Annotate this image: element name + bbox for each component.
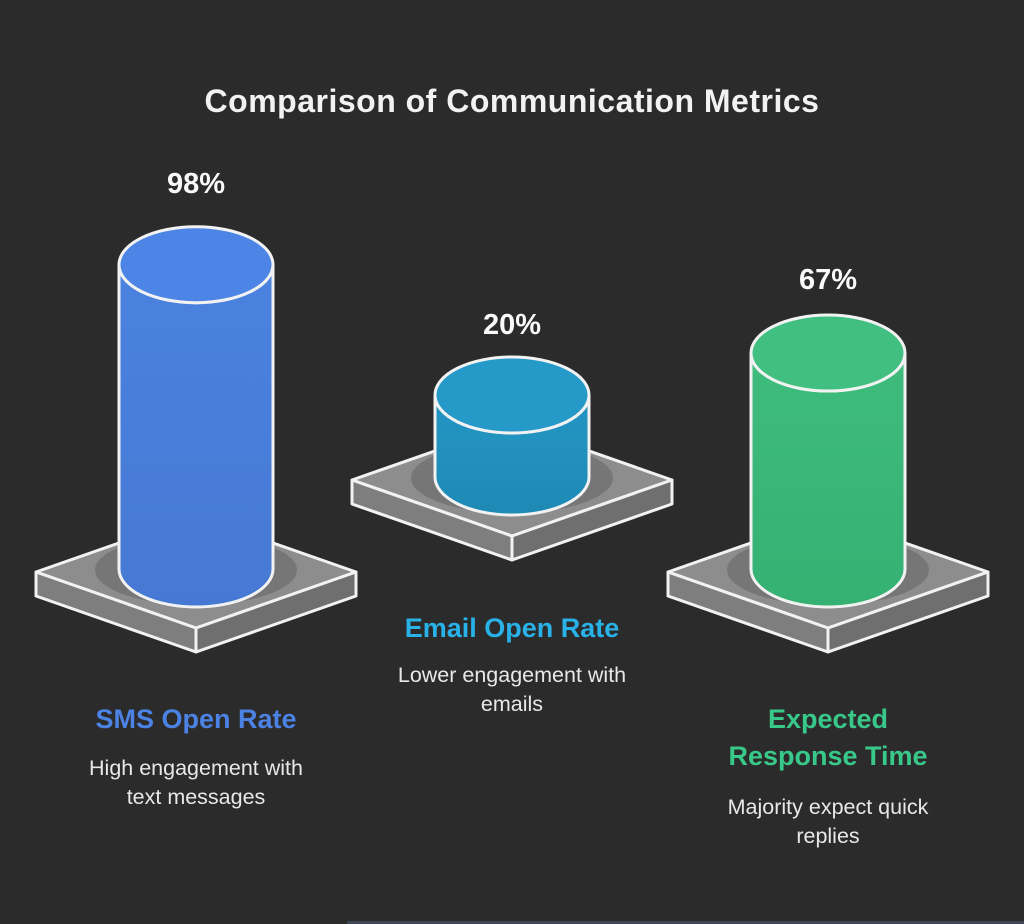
sms-open-rate-platform-right-face bbox=[194, 570, 358, 654]
value-label-sms-open-rate: 98% bbox=[166, 168, 226, 200]
sms-open-rate-cylinder-body bbox=[117, 263, 275, 609]
bottom-accent-line bbox=[347, 921, 1024, 924]
category-description-email-open-rate: Lower engagement with emails bbox=[397, 663, 627, 716]
email-open-rate-platform-right-face bbox=[510, 478, 674, 562]
expected-response-time-cylinder-cap bbox=[749, 313, 907, 393]
category-description-expected-response-time: Majority expect quick replies bbox=[727, 795, 929, 848]
sms-open-rate-cylinder-cap bbox=[117, 225, 275, 305]
category-label-email-open-rate: Email Open Rate bbox=[404, 613, 620, 643]
chart-title: Comparison of Communication Metrics bbox=[204, 83, 820, 119]
email-open-rate-column-graphic bbox=[350, 355, 674, 562]
category-label-sms-open-rate: SMS Open Rate bbox=[95, 704, 297, 734]
category-description-sms-open-rate: High engagement with text messages bbox=[89, 756, 303, 809]
email-open-rate-cylinder-cap bbox=[433, 355, 591, 435]
expected-response-time-column-graphic bbox=[666, 313, 990, 654]
value-label-expected-response-time: 67% bbox=[798, 264, 858, 296]
sms-open-rate-column-graphic bbox=[34, 225, 358, 654]
expected-response-time-platform-right-face bbox=[826, 570, 990, 654]
category-label-expected-response-time: Expected Response Time bbox=[728, 704, 928, 771]
value-label-email-open-rate: 20% bbox=[482, 309, 542, 341]
